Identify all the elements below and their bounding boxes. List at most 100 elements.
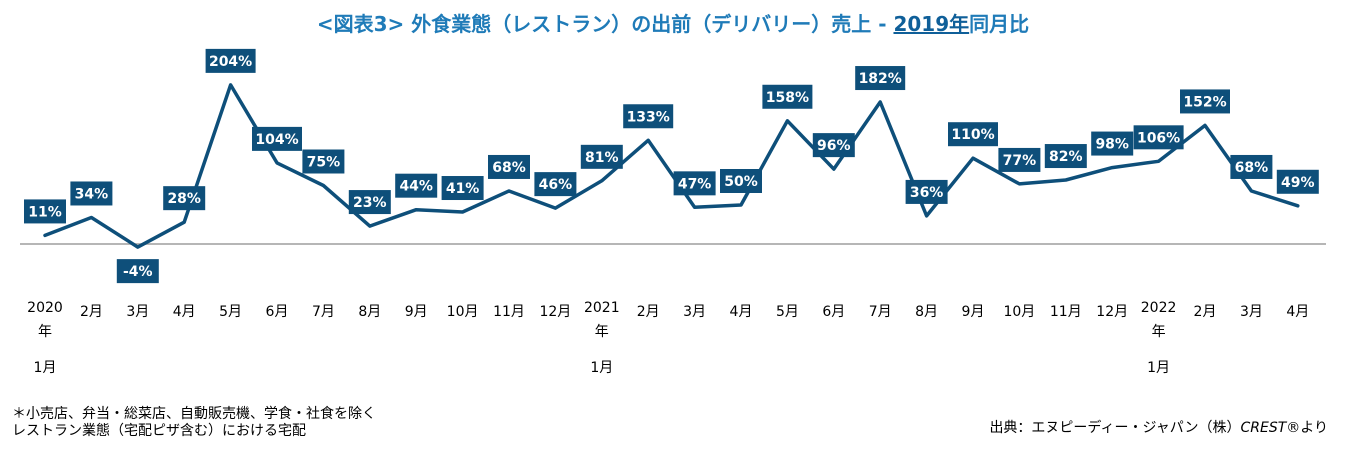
- x-tick-label: 2021: [584, 300, 620, 316]
- data-label: 81%: [585, 150, 619, 166]
- x-tick-label: 1月: [590, 360, 613, 376]
- chart-title-suffix: 同月比: [969, 12, 1030, 36]
- x-tick-label: 2月: [80, 304, 103, 320]
- data-label: -4%: [123, 264, 153, 280]
- footnote-line-1: ＊小売店、弁当・総菜店、自動販売機、学食・社食を除く: [12, 406, 376, 422]
- data-label: 68%: [492, 160, 526, 176]
- x-tick-label: 1月: [1147, 360, 1170, 376]
- data-label: 106%: [1137, 130, 1180, 146]
- data-label-box: [70, 181, 113, 206]
- source-credit: 出典：エヌピーディー・ジャパン（株）CREST®より: [989, 417, 1328, 437]
- x-tick-label: 2022: [1141, 300, 1177, 316]
- data-label: 36%: [910, 185, 944, 201]
- data-label: 41%: [446, 181, 480, 197]
- data-label: 98%: [1095, 137, 1129, 153]
- data-label: 23%: [353, 195, 387, 211]
- data-label: 50%: [724, 174, 758, 190]
- data-label-box: [488, 154, 530, 179]
- data-label-box: [623, 104, 674, 129]
- x-tick-label: 6月: [266, 304, 289, 320]
- data-label: 47%: [678, 176, 712, 192]
- x-tick-label: 年: [38, 324, 52, 340]
- data-label-box: [998, 147, 1041, 172]
- data-label-box: [24, 199, 66, 224]
- footnote: ＊小売店、弁当・総菜店、自動販売機、学食・社食を除く レストラン業態（宅配ピザ含…: [12, 406, 376, 440]
- data-label-box: [905, 179, 948, 204]
- data-label: 68%: [1235, 160, 1269, 176]
- x-tick-label: 2月: [637, 304, 660, 320]
- data-label: 46%: [539, 177, 573, 193]
- data-label-box: [1230, 154, 1273, 179]
- data-label-box: [441, 176, 484, 201]
- data-label-box: [762, 84, 813, 109]
- chart-title-prefix: <図表3> 外食業態（レストラン）の出前（デリバリー）売上 -: [316, 12, 894, 36]
- data-label-box: [252, 126, 302, 151]
- data-label-box: [534, 172, 577, 197]
- footnote-line-2: レストラン業態（宅配ピザ含む）における宅配: [12, 423, 306, 439]
- x-tick-label: 12月: [539, 304, 571, 320]
- data-label: 49%: [1281, 175, 1315, 191]
- data-label-box: [855, 66, 906, 91]
- x-tick-label: 12月: [1096, 304, 1128, 320]
- source-brand: CREST: [1240, 420, 1287, 436]
- data-label: 204%: [209, 54, 252, 70]
- source-suffix: ®より: [1286, 420, 1328, 436]
- x-tick-label: 3月: [683, 304, 706, 320]
- x-tick-label: 7月: [869, 304, 892, 320]
- data-label: 104%: [255, 132, 298, 148]
- data-label: 133%: [627, 109, 670, 125]
- x-tick-label: 年: [595, 324, 609, 340]
- x-tick-label: 11月: [493, 304, 525, 320]
- data-label-box: [580, 144, 623, 169]
- x-tick-label: 4月: [173, 304, 196, 320]
- x-tick-label: 4月: [730, 304, 753, 320]
- x-tick-label: 年: [1152, 324, 1166, 340]
- x-tick-label: 2020: [27, 300, 63, 316]
- data-label: 96%: [817, 138, 851, 154]
- data-label: 34%: [75, 186, 109, 202]
- data-label-box: [116, 259, 159, 284]
- data-label: 11%: [28, 204, 62, 220]
- data-label: 110%: [951, 127, 994, 143]
- data-label-box: [812, 133, 855, 158]
- chart-title-highlight: 2019年: [893, 12, 970, 36]
- data-label-box: [1180, 89, 1230, 114]
- x-tick-label: 2月: [1194, 304, 1217, 320]
- data-label: 77%: [1003, 153, 1037, 169]
- data-label-box: [348, 190, 391, 215]
- data-label: 28%: [167, 191, 201, 207]
- data-label-box: [395, 173, 438, 198]
- x-tick-label: 3月: [1240, 304, 1263, 320]
- data-label-box: [1276, 169, 1319, 194]
- data-label-box: [1091, 131, 1134, 156]
- x-tick-label: 7月: [312, 304, 335, 320]
- line-chart: 11% 34% -4% 28% 204% 104% 75% 23% 44% 41% 68% 46% 81…: [20, 48, 1326, 376]
- x-tick-label: 5月: [219, 304, 242, 320]
- data-label-box: [948, 122, 998, 147]
- data-label-box: [1133, 125, 1184, 150]
- x-tick-label: 6月: [822, 304, 845, 320]
- data-label: 75%: [307, 155, 341, 171]
- data-label: 152%: [1183, 94, 1226, 110]
- chart-title: <図表3> 外食業態（レストラン）の出前（デリバリー）売上 - 2019年同月比: [0, 8, 1346, 37]
- x-tick-label: 8月: [915, 304, 938, 320]
- x-tick-label: 8月: [358, 304, 381, 320]
- data-label-box: [1044, 144, 1087, 169]
- x-tick-label: 10月: [447, 304, 479, 320]
- series-line: [43, 83, 1300, 249]
- x-tick-label: 9月: [962, 304, 985, 320]
- source-prefix: 出典：エヌピーディー・ジャパン（株）: [989, 420, 1241, 436]
- x-tick-label: 9月: [405, 304, 428, 320]
- x-tick-label: 11月: [1050, 304, 1082, 320]
- data-label-box: [720, 169, 762, 193]
- data-label: 44%: [399, 179, 433, 195]
- data-label-box: [302, 149, 345, 174]
- x-tick-label: 3月: [126, 304, 149, 320]
- data-label-box: [163, 186, 206, 211]
- x-tick-label: 10月: [1003, 304, 1035, 320]
- data-label: 182%: [859, 71, 902, 87]
- data-label: 82%: [1049, 149, 1083, 165]
- data-label-box: [205, 48, 256, 73]
- x-tick-label: 5月: [776, 304, 799, 320]
- data-label-box: [673, 171, 716, 196]
